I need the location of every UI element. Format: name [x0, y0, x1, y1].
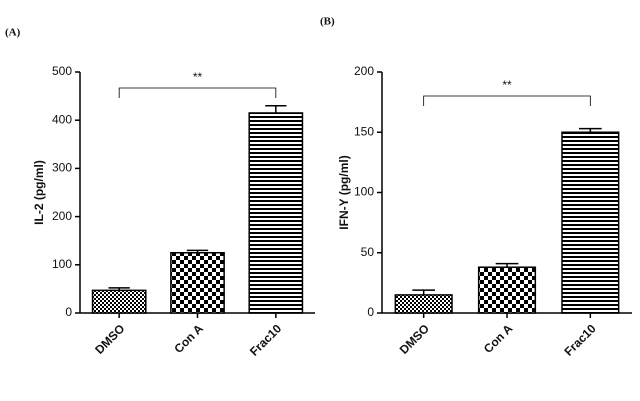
- y-axis-title: IL-2 (pg/ml): [32, 160, 46, 225]
- y-axis-title: IFN-Y (pg/ml): [337, 155, 351, 229]
- significance-label: **: [193, 70, 203, 84]
- y-tick-label: 400: [52, 112, 72, 126]
- x-tick-label: Frac10: [561, 321, 598, 358]
- x-tick-label: Frac10: [247, 321, 284, 358]
- x-tick-label: Con A: [481, 321, 516, 356]
- x-tick-label: DMSO: [92, 321, 127, 356]
- bar: [91, 289, 147, 314]
- bar: [561, 131, 620, 314]
- bar: [394, 294, 453, 314]
- y-tick-label: 200: [354, 64, 374, 78]
- y-tick-label: 100: [52, 257, 72, 271]
- y-tick-label: 100: [354, 185, 374, 199]
- panel-label: (B): [320, 16, 335, 28]
- significance-label: **: [502, 78, 512, 92]
- bar: [477, 266, 537, 314]
- x-tick-label: Con A: [171, 321, 206, 356]
- bar: [248, 112, 304, 314]
- y-tick-label: 500: [52, 64, 72, 78]
- y-tick-label: 200: [52, 209, 72, 223]
- y-tick-label: 50: [361, 245, 375, 259]
- y-tick-label: 0: [367, 305, 374, 319]
- y-tick-label: 150: [354, 124, 374, 138]
- y-tick-label: 0: [65, 305, 72, 319]
- significance-bracket: [423, 95, 591, 106]
- x-tick-label: DMSO: [397, 321, 432, 356]
- panel-label: (A): [5, 27, 21, 39]
- bar: [170, 252, 225, 314]
- significance-bracket: [118, 87, 277, 98]
- y-tick-label: 300: [52, 161, 72, 175]
